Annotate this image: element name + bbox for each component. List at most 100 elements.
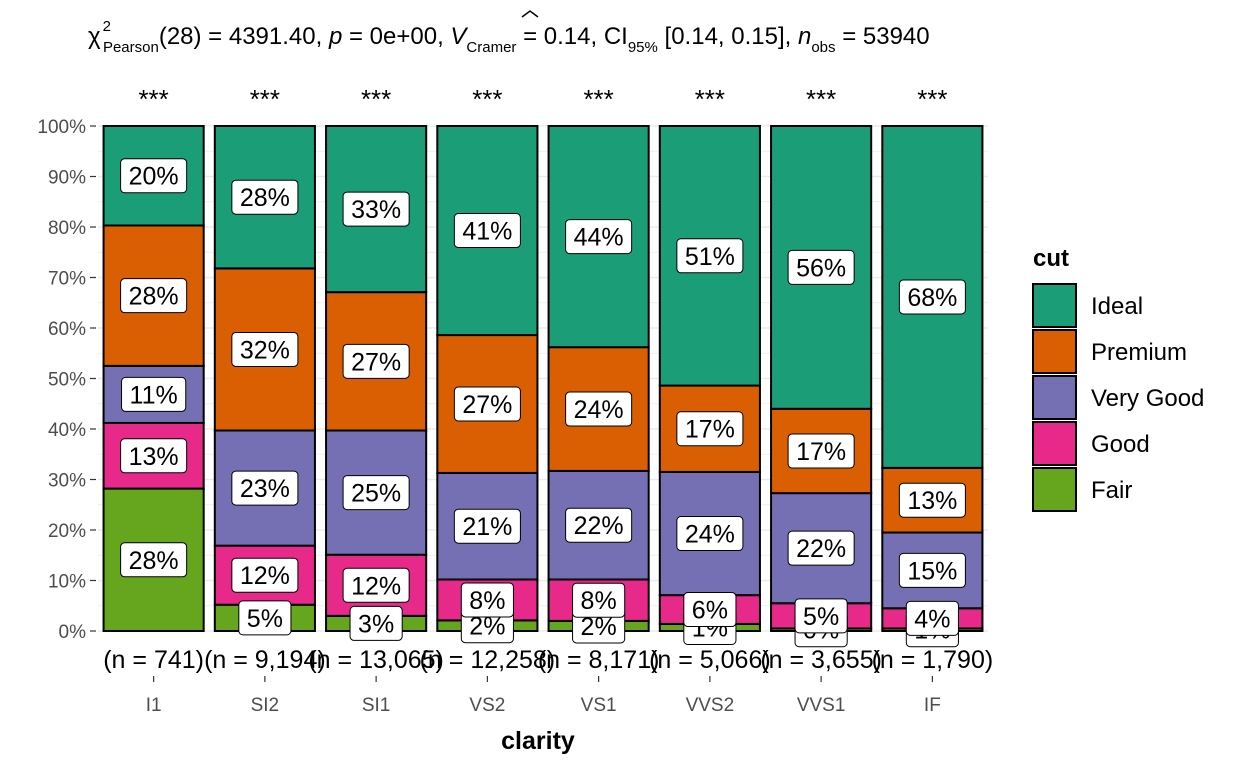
- segment-label-text: 5%: [247, 605, 283, 633]
- segment-label-text: 8%: [469, 587, 505, 615]
- y-tick-label: 70%: [48, 269, 86, 290]
- segment-label-text: 17%: [685, 416, 735, 444]
- segment-label-text: 28%: [240, 184, 290, 212]
- segment-label: 23%: [231, 470, 299, 506]
- segment-label-box: [676, 516, 744, 552]
- segment-label: 12%: [231, 557, 299, 593]
- segment-label-box: [453, 508, 521, 544]
- y-tick-label: 0%: [59, 622, 87, 643]
- segment-label-text: 28%: [129, 547, 179, 575]
- segment-label: 27%: [453, 386, 521, 422]
- segment-label-text: 25%: [351, 480, 401, 508]
- segment-label-box: [453, 213, 521, 249]
- x-tick-label: VS2: [469, 695, 505, 716]
- segment-label: 8%: [460, 582, 514, 618]
- segment-label: 24%: [565, 391, 633, 427]
- legend-key: [1032, 421, 1077, 466]
- segment-label: 44%: [565, 219, 633, 255]
- subtitle-v-symbol: V: [450, 23, 468, 50]
- legend-key: [1032, 375, 1077, 420]
- x-tick-label: I1: [146, 695, 162, 716]
- segment-label-box: [787, 433, 855, 469]
- segment-label-box: [676, 411, 744, 447]
- segment-label-box: [683, 592, 737, 628]
- segment-label-text: 44%: [574, 224, 624, 252]
- segment-label: 15%: [898, 552, 966, 588]
- subtitle-n-value: = 53940: [836, 23, 930, 50]
- significance-label: ***: [917, 84, 947, 114]
- segment-label-box: [231, 331, 299, 367]
- y-tick-label: 40%: [48, 420, 86, 441]
- segment-label-text: 27%: [351, 348, 401, 376]
- chart-subtitle: χ 2 Pearson(28) = 4391.40, p = 0e+00, VCra…: [88, 18, 930, 56]
- segment-label: 17%: [787, 433, 855, 469]
- count-label: (n = 13,065): [308, 646, 444, 674]
- segment-label-box: [342, 567, 410, 603]
- y-tick-label: 80%: [48, 218, 86, 239]
- segment-label-box: [342, 191, 410, 227]
- segment-label-text: 23%: [240, 475, 290, 503]
- annotations: 28% 13% 11% 28% 20% 5% 12% 23% 32% 28% 3% 12% 25% 27%…: [103, 84, 993, 674]
- segment-label-box: [898, 552, 966, 588]
- subtitle-p-symbol: p: [328, 23, 342, 50]
- segment-label: 22%: [565, 507, 633, 543]
- segment-label-text: 20%: [129, 163, 179, 191]
- legend-label: Ideal: [1091, 293, 1143, 320]
- segment-label: 4%: [905, 600, 959, 636]
- segment-label-box: [120, 278, 188, 314]
- y-tick-label: 50%: [48, 370, 86, 391]
- count-label: (n = 1,790): [872, 646, 994, 674]
- segment-label-text: 17%: [796, 438, 846, 466]
- segment-label: 6%: [683, 592, 737, 628]
- count-label: (n = 12,258): [420, 646, 556, 674]
- segment-label-text: 32%: [240, 336, 290, 364]
- x-tick-label: IF: [924, 695, 941, 716]
- subtitle-chi-sup: 2: [103, 18, 111, 35]
- segment-label-text: 12%: [351, 572, 401, 600]
- legend-title: cut: [1033, 245, 1069, 272]
- segment-label-text: 28%: [129, 283, 179, 311]
- segment-label: 27%: [342, 343, 410, 379]
- significance-label: ***: [695, 84, 725, 114]
- segment-label: 3%: [349, 605, 403, 641]
- segment-label: 24%: [676, 516, 744, 552]
- significance-label: ***: [583, 84, 613, 114]
- segment-label-text: 21%: [462, 513, 512, 541]
- v-hat-icon: [521, 10, 539, 18]
- segment-label-box: [453, 386, 521, 422]
- segment-label-box: [460, 582, 514, 618]
- segment-label: 17%: [676, 411, 744, 447]
- segment-label-box: [231, 557, 299, 593]
- segment-label-box: [120, 438, 188, 474]
- x-tick-label: VS1: [581, 695, 617, 716]
- count-label: (n = 8,171): [538, 646, 660, 674]
- segment-label-text: 24%: [574, 396, 624, 424]
- y-tick-label: 30%: [48, 471, 86, 492]
- segment-label-box: [565, 391, 633, 427]
- segment-label-text: 27%: [462, 391, 512, 419]
- segment-label-box: [565, 507, 633, 543]
- segment-label: 33%: [342, 191, 410, 227]
- segment-label-text: 41%: [462, 218, 512, 246]
- segment-label-text: 12%: [240, 562, 290, 590]
- segment-label-box: [231, 470, 299, 506]
- segment-label-text: 4%: [914, 605, 950, 633]
- segment-label: 68%: [898, 279, 966, 315]
- segment-label-text: 11%: [130, 381, 178, 409]
- segment-label-text: 13%: [129, 443, 179, 471]
- y-tick-label: 10%: [48, 572, 86, 593]
- legend-key: [1032, 329, 1077, 374]
- segment-label-box: [898, 279, 966, 315]
- segment-label-text: 51%: [685, 243, 735, 271]
- segment-label: 28%: [120, 278, 188, 314]
- segment-label-box: [676, 238, 744, 274]
- significance-label: ***: [806, 84, 836, 114]
- segment-label: 25%: [342, 475, 410, 511]
- legend-key: [1032, 283, 1077, 328]
- legend-label: Fair: [1091, 477, 1132, 504]
- segment-label-box: [342, 475, 410, 511]
- segment-label-box: [342, 343, 410, 379]
- segment-label: 5%: [794, 598, 848, 634]
- segment-label-box: [120, 542, 188, 578]
- y-tick-label: 60%: [48, 319, 86, 340]
